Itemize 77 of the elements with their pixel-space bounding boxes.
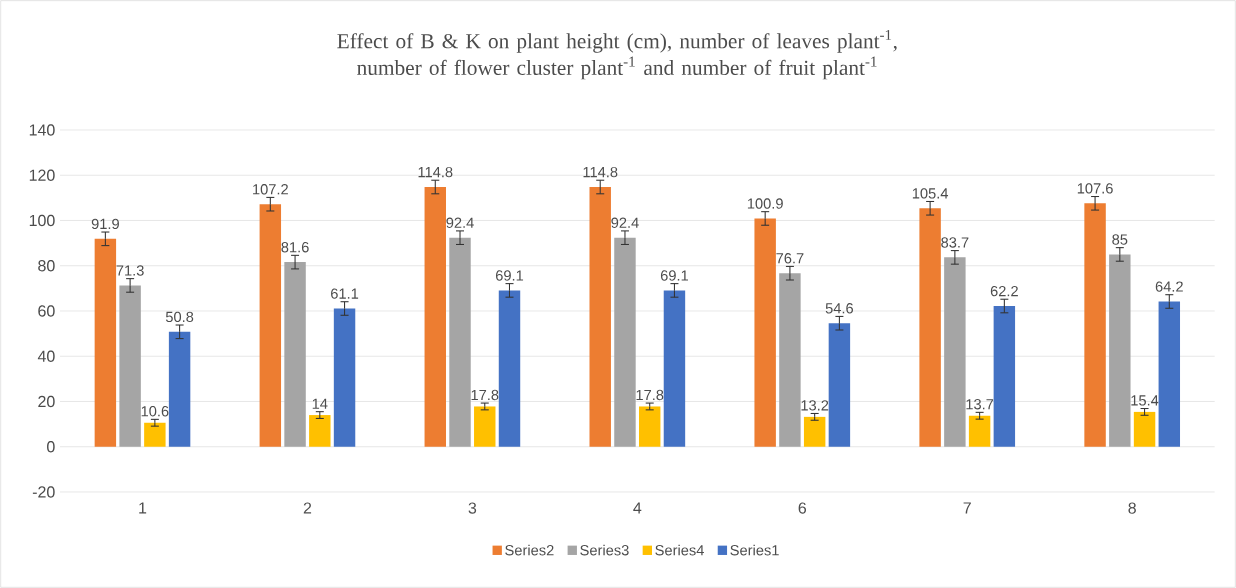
data-label: 17.8 [636, 389, 664, 401]
legend-label: Series3 [580, 544, 629, 556]
data-label: 61.1 [331, 288, 359, 299]
y-tick-label: 0 [47, 441, 55, 453]
bar [1158, 301, 1181, 447]
bar [589, 187, 611, 447]
y-tick-label: 20 [38, 395, 55, 408]
data-label: 54.6 [825, 303, 854, 314]
data-label: 114.8 [418, 166, 453, 178]
data-label: 50.8 [165, 311, 194, 323]
y-tick-label: 80 [38, 260, 55, 272]
bar [968, 415, 991, 447]
y-tick-label: 140 [29, 124, 55, 136]
data-label: 13.2 [801, 400, 829, 411]
x-tick-label: 7 [963, 502, 971, 514]
bar [94, 238, 117, 447]
legend-label: Series1 [730, 544, 779, 556]
bar [803, 416, 826, 447]
data-label: 107.6 [1077, 183, 1113, 194]
bar [333, 308, 356, 447]
data-label: 17.8 [471, 389, 499, 401]
data-label: 85 [1112, 234, 1128, 245]
legend-label: Series2 [505, 544, 554, 556]
bar [663, 290, 686, 447]
bar [424, 187, 446, 447]
bar [919, 208, 941, 447]
x-tick-label: 6 [798, 502, 807, 514]
data-label: 107.2 [253, 184, 288, 195]
data-label: 100.9 [747, 198, 783, 209]
bar [1133, 411, 1156, 447]
legend-label: Series4 [655, 544, 704, 556]
x-tick-label: 2 [303, 502, 312, 514]
data-label: 92.4 [611, 217, 639, 228]
data-label: 62.2 [990, 285, 1018, 297]
y-tick-label: 40 [37, 350, 55, 362]
bar [259, 204, 282, 447]
bar [168, 331, 191, 447]
bar [119, 285, 141, 447]
y-tick-label: 60 [38, 305, 55, 317]
data-label: 64.2 [1155, 281, 1183, 292]
bar [614, 237, 636, 447]
bar [498, 290, 521, 447]
y-tick-label: -20 [32, 486, 55, 498]
data-label: 91.9 [91, 218, 119, 230]
bar [993, 306, 1016, 447]
y-tick-label: 120 [29, 169, 55, 181]
bar [449, 237, 471, 447]
x-tick-label: 3 [468, 502, 477, 514]
bar [144, 422, 166, 447]
y-tick-label: 100 [29, 214, 55, 227]
x-tick-label: 8 [1128, 502, 1136, 514]
data-label: 10.6 [141, 406, 169, 417]
data-label: 83.7 [941, 237, 969, 248]
bar [1109, 254, 1131, 447]
bar [1084, 203, 1106, 447]
bar [638, 406, 661, 447]
chart-title: Effect of B & K on plant height (cm), number of leaves plant$^{-1}$, number of flower cluster plant$^{-1}$ and number of fruit plant$^{-1}$ [337, 29, 897, 80]
data-label: 105.4 [912, 188, 949, 199]
data-label: 13.7 [966, 399, 994, 410]
data-label: 71.3 [116, 265, 144, 276]
data-label: 15.4 [1131, 395, 1159, 406]
bar [754, 218, 776, 447]
data-label: 69.1 [495, 270, 524, 281]
bar [779, 273, 801, 447]
bar [309, 415, 331, 447]
data-label: 92.4 [446, 217, 474, 228]
data-label: 114.8 [583, 166, 618, 178]
bar [944, 257, 966, 447]
data-label: 81.6 [281, 242, 309, 253]
bar [284, 262, 306, 447]
data-label: 69.1 [660, 270, 689, 281]
bar [828, 323, 851, 447]
x-tick-label: 1 [139, 502, 147, 514]
data-label: 76.7 [776, 253, 804, 264]
data-label: 14 [312, 398, 328, 409]
bar [474, 406, 496, 447]
x-tick-label: 4 [633, 502, 642, 514]
